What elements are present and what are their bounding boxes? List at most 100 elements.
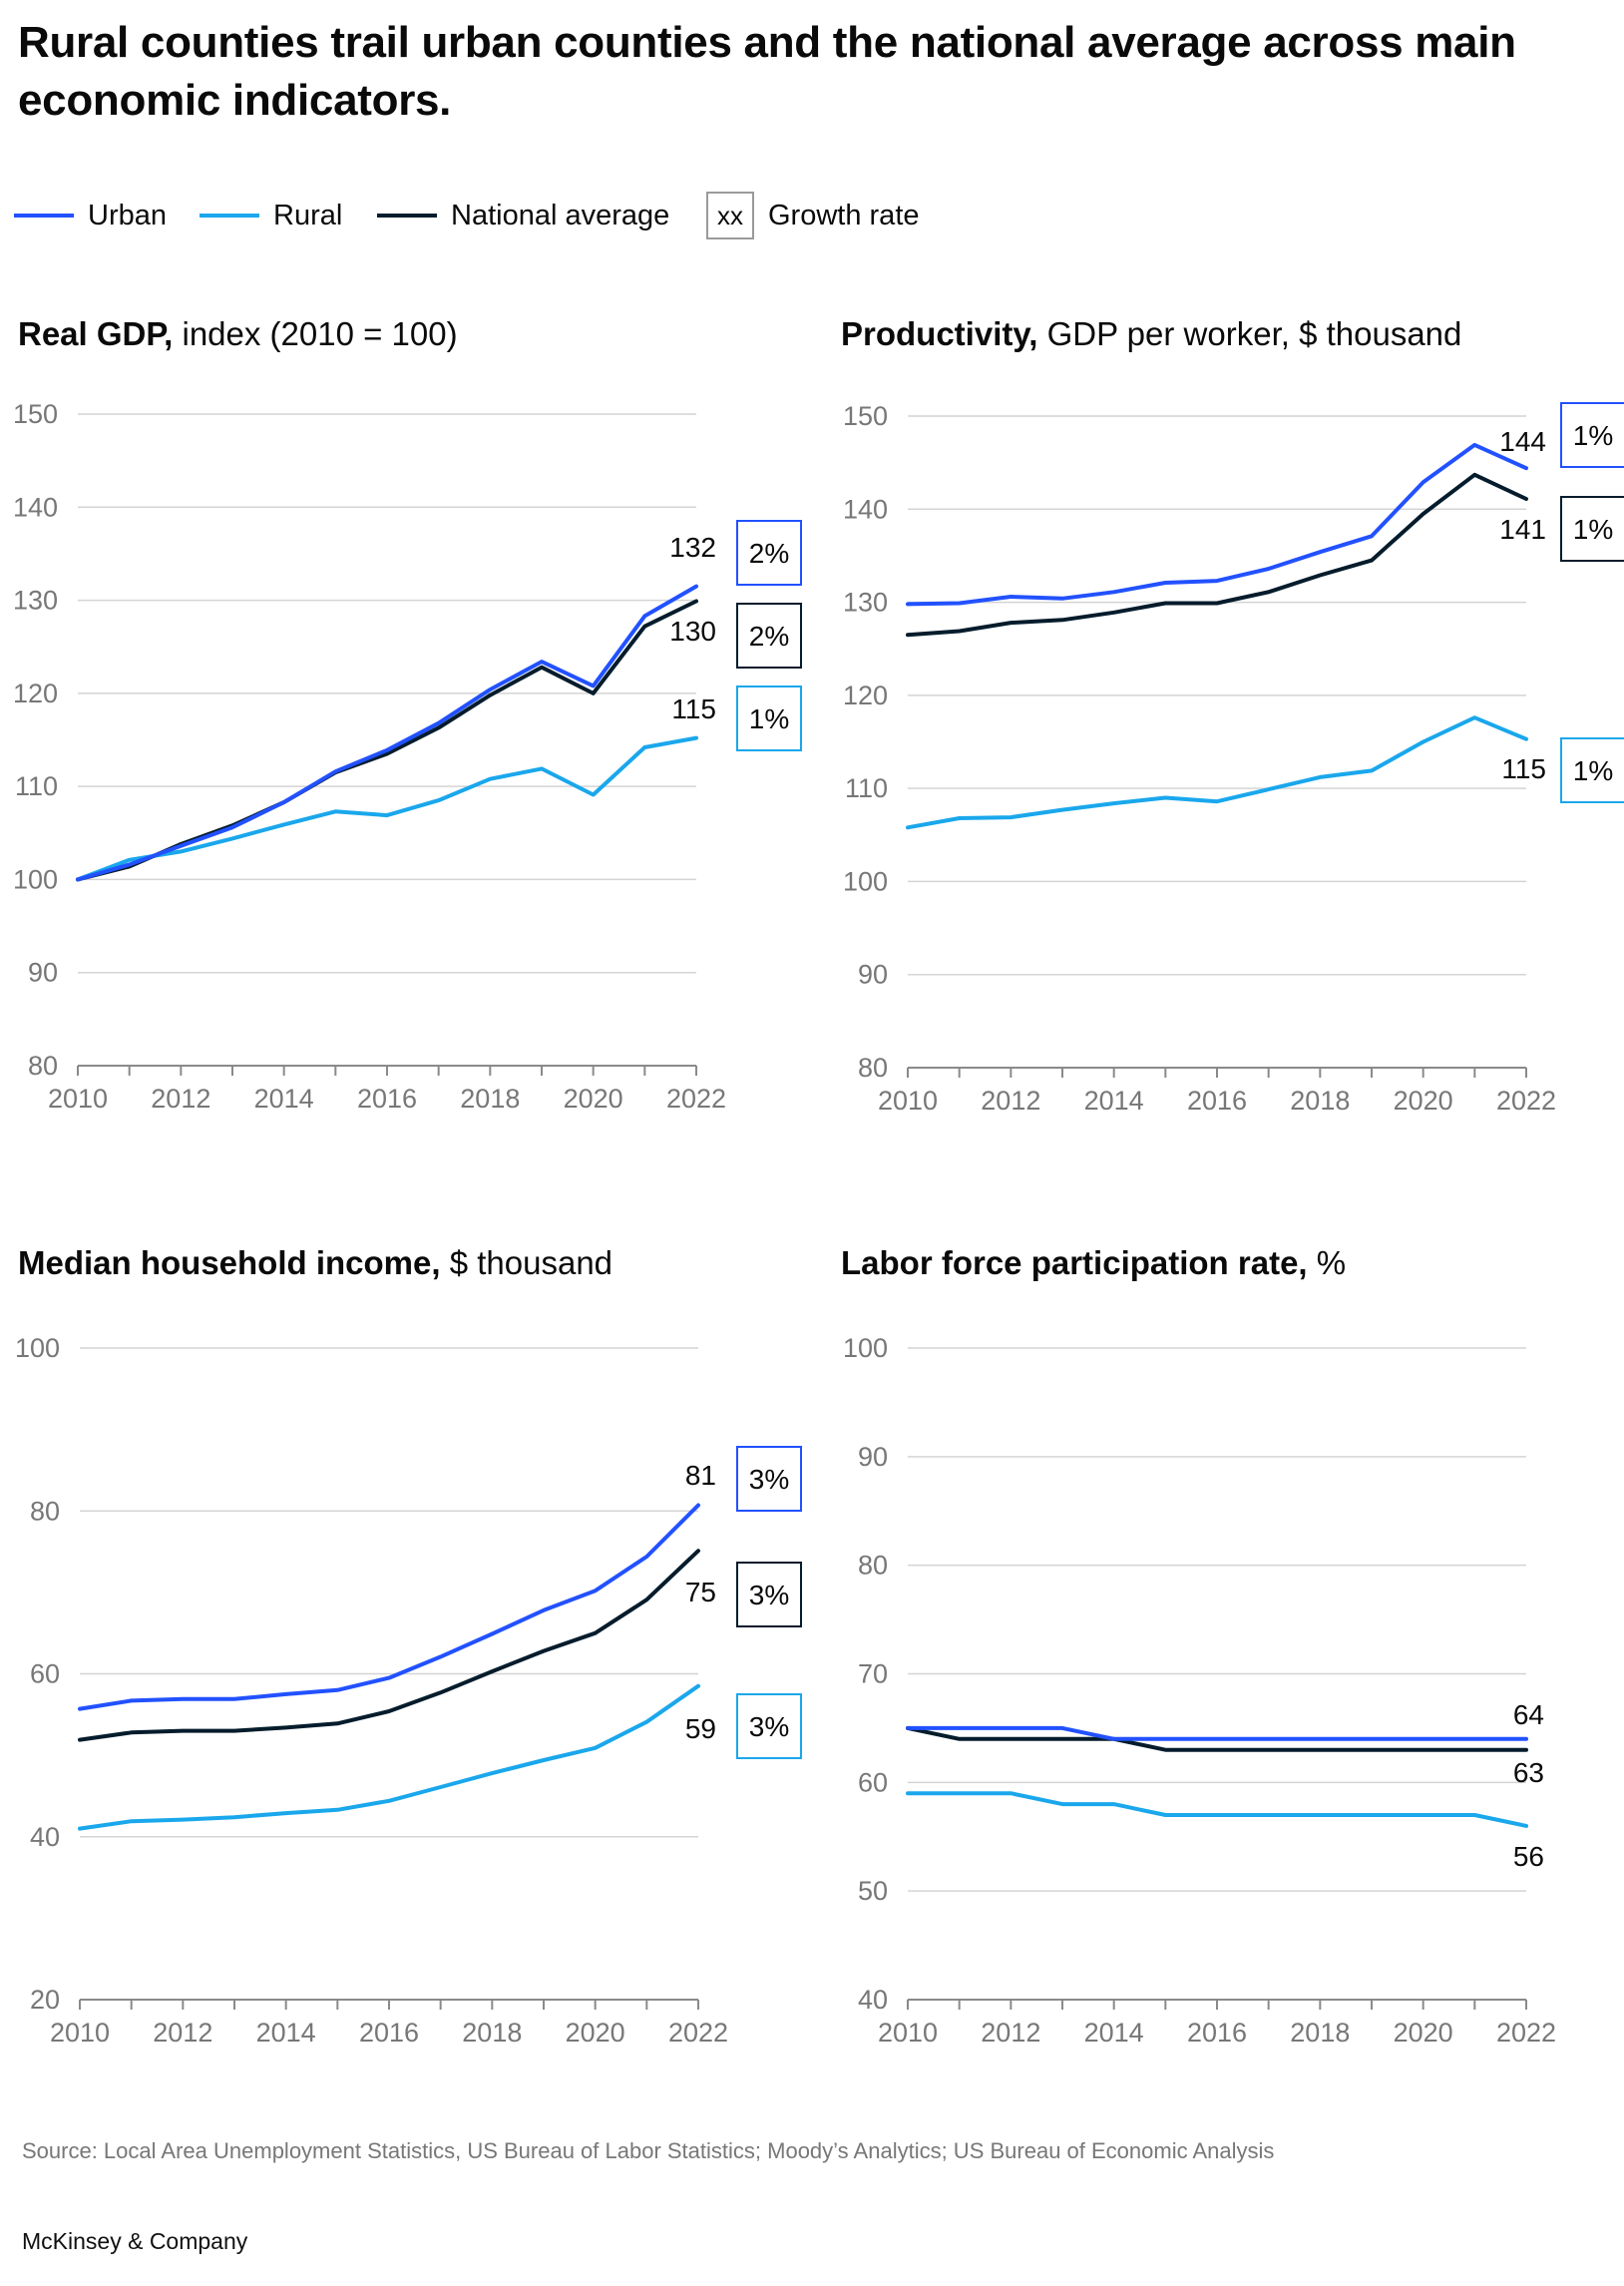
y-tick-label: 80: [858, 1053, 888, 1083]
series-line-national: [906, 472, 1528, 638]
y-tick-label: 60: [30, 1659, 60, 1689]
x-tick-label: 2012: [151, 1084, 210, 1114]
x-tick-label: 2018: [1290, 2018, 1350, 2048]
end-label-rural: 115: [671, 693, 716, 724]
series-line-urban: [906, 1725, 1528, 1741]
x-tick-label: 2018: [460, 1084, 520, 1114]
y-tick-label: 130: [843, 588, 888, 618]
x-tick-label: 2012: [981, 1086, 1040, 1116]
legend: Urban Rural National average xx Growth r…: [14, 190, 1211, 241]
x-tick-label: 2020: [566, 2018, 625, 2048]
series-line-urban: [78, 1503, 700, 1711]
series-line-rural: [906, 1791, 1528, 1828]
y-tick-label: 80: [858, 1551, 888, 1581]
y-tick-label: 110: [845, 773, 888, 803]
x-tick-label: 2020: [1394, 2018, 1453, 2048]
source-note: Source: Local Area Unemployment Statisti…: [22, 2138, 1275, 2163]
x-tick-label: 2014: [1084, 1086, 1144, 1116]
y-tick-label: 140: [13, 492, 58, 522]
legend-line-urban: [14, 214, 74, 218]
x-tick-label: 2016: [357, 1084, 417, 1114]
x-tick-label: 2014: [1084, 2018, 1144, 2048]
end-label-urban: 144: [1499, 426, 1546, 457]
growth-label-national: 3%: [749, 1580, 789, 1610]
panel-title-labor-rest: %: [1316, 1244, 1347, 1281]
chart-real-gdp: 80 90 100 110 120 130 140 150 2010 2012 2014 2016 20…: [13, 399, 802, 1114]
legend-growth-box: xx: [706, 192, 754, 239]
growth-label-urban: 3%: [749, 1464, 789, 1495]
end-label-national: 141: [1499, 514, 1546, 545]
x-tick-label: 2016: [1187, 2018, 1247, 2048]
chart-median-income: 20 40 60 80 100 2010 2012 2014 2016 2018 2020 2022 8…: [15, 1333, 802, 2048]
x-tick-label: 2014: [256, 2018, 316, 2048]
growth-label-rural: 1%: [749, 703, 789, 734]
x-tick-label: 2010: [48, 1084, 108, 1114]
page-title: Rural counties trail urban counties and …: [18, 18, 1516, 125]
legend-item-rural: Rural: [200, 190, 342, 241]
legend-label-urban: Urban: [88, 199, 167, 231]
x-tick-label: 2016: [1187, 1086, 1247, 1116]
y-tick-label: 100: [13, 864, 58, 894]
y-tick-label: 20: [30, 1985, 60, 2015]
y-tick-label: 90: [858, 1442, 888, 1472]
x-tick-label: 2010: [50, 2018, 110, 2048]
series-line-national: [78, 1549, 700, 1742]
growth-box-rural: [736, 686, 802, 751]
y-tick-label: 100: [15, 1333, 60, 1363]
y-tick-label: 90: [858, 960, 888, 990]
y-tick-label: 40: [30, 1822, 60, 1852]
legend-label-rural: Rural: [273, 199, 343, 231]
x-tick-label: 2022: [668, 2018, 728, 2048]
growth-label-urban: 2%: [749, 538, 789, 569]
panel-title-income-bold: Median household income,: [18, 1244, 441, 1281]
legend-item-national: National average: [377, 190, 669, 241]
brand-name: McKinsey & Company: [22, 2228, 248, 2254]
panel-title-productivity: Productivity, GDP per worker, $ thousand: [841, 314, 1461, 354]
panel-title-gdp: Real GDP, index (2010 = 100): [18, 314, 458, 354]
growth-label-national: 2%: [749, 621, 789, 652]
legend-line-national: [377, 214, 437, 218]
growth-label-national: 1%: [1573, 514, 1613, 545]
x-tick-label: 2010: [878, 2018, 938, 2048]
y-tick-label: 120: [843, 681, 888, 710]
growth-box-rural: [736, 1693, 802, 1759]
legend-label-growth: Growth rate: [768, 199, 920, 231]
end-label-rural: 115: [1501, 753, 1546, 784]
panel-title-labor: Labor force participation rate, %: [841, 1243, 1346, 1283]
y-tick-label: 150: [13, 399, 58, 429]
legend-label-national: National average: [451, 199, 670, 231]
y-tick-label: 140: [843, 494, 888, 524]
end-label-urban: 132: [669, 532, 716, 563]
legend-line-rural: [200, 214, 259, 218]
end-label-urban: 64: [1513, 1699, 1544, 1730]
panel-title-labor-bold: Labor force participation rate,: [841, 1244, 1308, 1281]
growth-box-urban: [736, 1446, 802, 1512]
series-line-urban: [76, 584, 698, 882]
panel-title-income: Median household income, $ thousand: [18, 1243, 612, 1283]
y-tick-label: 60: [858, 1767, 888, 1797]
end-label-national: 75: [685, 1577, 716, 1607]
end-label-national: 130: [669, 616, 716, 647]
x-tick-label: 2010: [878, 1086, 938, 1116]
panel-title-gdp-bold: Real GDP,: [18, 315, 174, 352]
y-tick-label: 80: [30, 1496, 60, 1526]
panel-title-income-rest: $ thousand: [449, 1244, 613, 1281]
x-tick-label: 2018: [1290, 1086, 1350, 1116]
legend-item-urban: Urban: [14, 190, 167, 241]
y-tick-label: 70: [858, 1659, 888, 1689]
x-tick-label: 2022: [666, 1084, 726, 1114]
growth-label-rural: 3%: [749, 1711, 789, 1742]
x-tick-label: 2020: [564, 1084, 623, 1114]
panel-title-gdp-rest: index (2010 = 100): [182, 315, 458, 352]
series-line-rural: [906, 715, 1528, 830]
chart-labor-force: 40 50 60 70 80 90 100 2010 2012 2014 2016 2018 2020 2…: [843, 1333, 1556, 2048]
series-line-urban: [906, 442, 1528, 607]
y-tick-label: 40: [858, 1985, 888, 2015]
growth-label-rural: 1%: [1573, 755, 1613, 786]
growth-box-national: [1560, 496, 1624, 562]
x-tick-label: 2014: [254, 1084, 314, 1114]
end-label-national: 63: [1513, 1757, 1544, 1788]
y-tick-label: 130: [13, 586, 58, 616]
y-tick-label: 120: [13, 679, 58, 708]
y-tick-label: 100: [843, 1333, 888, 1363]
